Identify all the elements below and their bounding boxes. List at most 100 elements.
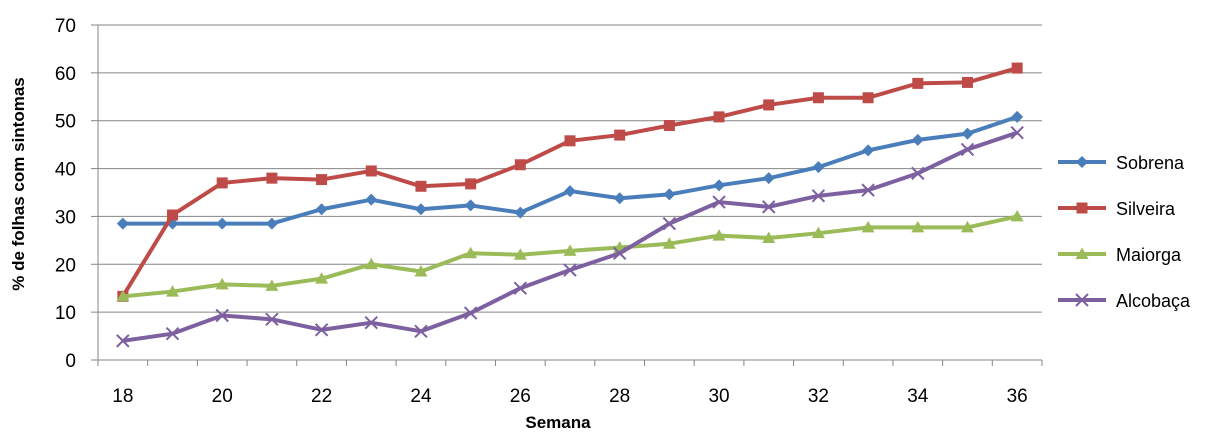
data-point-silveira	[1011, 62, 1023, 74]
data-point-maiorga	[712, 229, 726, 241]
series-alcobaca	[116, 125, 1024, 348]
data-point-alcobaca	[811, 189, 826, 203]
data-point-silveira	[614, 129, 626, 141]
data-point-alcobaca	[414, 324, 428, 338]
data-point-silveira	[415, 180, 427, 192]
data-point-alcobaca	[364, 315, 378, 330]
x-tick-label: 34	[907, 386, 929, 407]
data-point-sobrena	[762, 172, 775, 185]
y-tick-label: 50	[55, 112, 76, 133]
data-point-maiorga	[464, 246, 478, 259]
data-point-silveira	[167, 209, 179, 221]
legend-label: Maiorga	[1116, 245, 1182, 265]
legend-item-sobrena: Sobrena	[1058, 153, 1185, 173]
data-point-alcobaca	[712, 195, 726, 209]
data-point-maiorga	[911, 220, 925, 233]
marker-stroke	[662, 216, 677, 231]
data-point-maiorga	[513, 248, 527, 260]
gridlines	[98, 24, 1042, 313]
series-line-silveira	[121, 66, 1018, 298]
data-point-alcobaca	[265, 312, 279, 327]
data-point-silveira	[812, 92, 824, 104]
marker-stroke	[314, 323, 329, 337]
data-point-sobrena	[514, 206, 527, 219]
x-axis-title: Semana	[525, 413, 591, 432]
legend-swatch-marker	[1076, 202, 1088, 214]
marker-stroke	[960, 142, 975, 157]
data-point-silveira	[663, 120, 675, 131]
legend-item-maiorga: Maiorga	[1058, 245, 1182, 265]
data-point-alcobaca	[762, 200, 776, 214]
data-point-maiorga	[861, 220, 875, 233]
marker-stroke	[712, 195, 726, 209]
x-tick-label: 20	[212, 386, 233, 407]
x-tick-label: 24	[410, 386, 432, 407]
y-tick-label: 0	[65, 351, 76, 372]
data-point-sobrena	[613, 192, 626, 205]
legend-swatch-marker	[1076, 156, 1088, 168]
data-point-sobrena	[1011, 110, 1024, 123]
y-tick-label: 60	[55, 64, 76, 85]
data-point-sobrena	[116, 217, 129, 230]
series-group	[116, 62, 1024, 348]
x-tick-label: 26	[510, 386, 531, 407]
marker-stroke	[414, 324, 428, 338]
data-point-sobrena	[663, 188, 676, 201]
marker-stroke	[1075, 293, 1089, 307]
marker-stroke	[513, 281, 528, 295]
legend-swatch-marker	[1075, 293, 1089, 307]
series-sobrena	[116, 110, 1024, 230]
legend-label: Alcobaça	[1116, 291, 1191, 311]
data-point-alcobaca	[165, 326, 180, 341]
marker-stroke	[364, 315, 378, 330]
data-point-maiorga	[662, 237, 676, 249]
data-point-silveira	[862, 92, 874, 104]
marker-stroke	[563, 263, 577, 277]
data-point-sobrena	[265, 217, 278, 230]
y-tick-label: 10	[55, 303, 76, 324]
x-tick-label: 18	[112, 386, 133, 407]
data-point-silveira	[465, 178, 477, 190]
marker-stroke	[1010, 125, 1024, 140]
data-point-sobrena	[216, 217, 229, 230]
marker-stroke	[612, 246, 627, 260]
legend-swatch-marker	[1075, 247, 1089, 259]
data-point-alcobaca	[463, 306, 478, 320]
data-point-silveira	[713, 111, 725, 123]
marker-stroke	[811, 189, 826, 203]
x-tick-label: 22	[311, 386, 332, 407]
x-tick-label: 32	[808, 386, 829, 407]
legend: Sobrena Silveira Maiorga Alcobaça	[1058, 153, 1191, 311]
data-point-silveira	[514, 159, 526, 171]
legend-label: Sobrena	[1116, 153, 1185, 173]
data-point-silveira	[961, 76, 973, 88]
data-point-maiorga	[116, 289, 130, 302]
marker-stroke	[911, 166, 925, 181]
data-point-silveira	[316, 174, 328, 186]
legend-item-alcobaca: Alcobaça	[1058, 291, 1191, 311]
series-silveira	[117, 62, 1023, 302]
data-point-sobrena	[564, 185, 576, 198]
data-point-alcobaca	[563, 263, 577, 277]
data-point-sobrena	[414, 203, 427, 216]
data-point-alcobaca	[612, 246, 627, 260]
data-point-sobrena	[812, 161, 825, 174]
x-tick-label: 30	[708, 386, 729, 407]
data-point-sobrena	[315, 203, 328, 216]
data-point-alcobaca	[662, 216, 677, 231]
data-point-alcobaca	[1010, 125, 1024, 140]
y-tick-label: 40	[55, 160, 76, 181]
series-line-maiorga	[122, 214, 1018, 299]
y-tick-label: 70	[55, 16, 76, 37]
data-point-silveira	[763, 99, 775, 111]
data-point-sobrena	[713, 179, 726, 192]
data-point-sobrena	[862, 144, 875, 157]
legend-label: Silveira	[1116, 199, 1176, 219]
data-point-sobrena	[961, 127, 974, 140]
y-tick-label: 20	[55, 255, 76, 276]
marker-stroke	[165, 326, 180, 341]
data-point-silveira	[564, 135, 576, 147]
data-point-sobrena	[911, 133, 924, 146]
